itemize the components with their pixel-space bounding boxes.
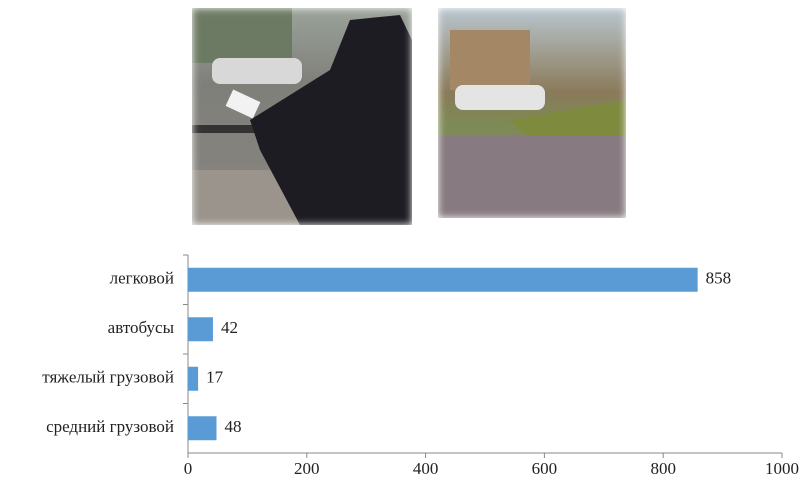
bar	[188, 267, 698, 292]
data-label: 858	[706, 269, 732, 288]
x-tick-label: 200	[294, 459, 320, 478]
x-tick-label: 600	[532, 459, 558, 478]
y-tick-label: тяжелый грузовой	[42, 368, 174, 387]
y-tick-label: легковой	[110, 269, 174, 288]
bar	[188, 317, 213, 342]
bar	[188, 366, 199, 391]
y-tick-label: средний грузовой	[46, 417, 174, 436]
photo-right	[438, 8, 626, 218]
x-tick-label: 1000	[765, 459, 799, 478]
y-tick-label: автобусы	[108, 318, 175, 337]
bar	[188, 416, 217, 441]
data-label: 42	[221, 318, 238, 337]
x-tick-label: 800	[650, 459, 676, 478]
data-label: 48	[225, 417, 242, 436]
data-label: 17	[206, 368, 224, 387]
photo-left	[192, 8, 412, 225]
x-tick-label: 0	[184, 459, 193, 478]
x-tick-label: 400	[413, 459, 439, 478]
